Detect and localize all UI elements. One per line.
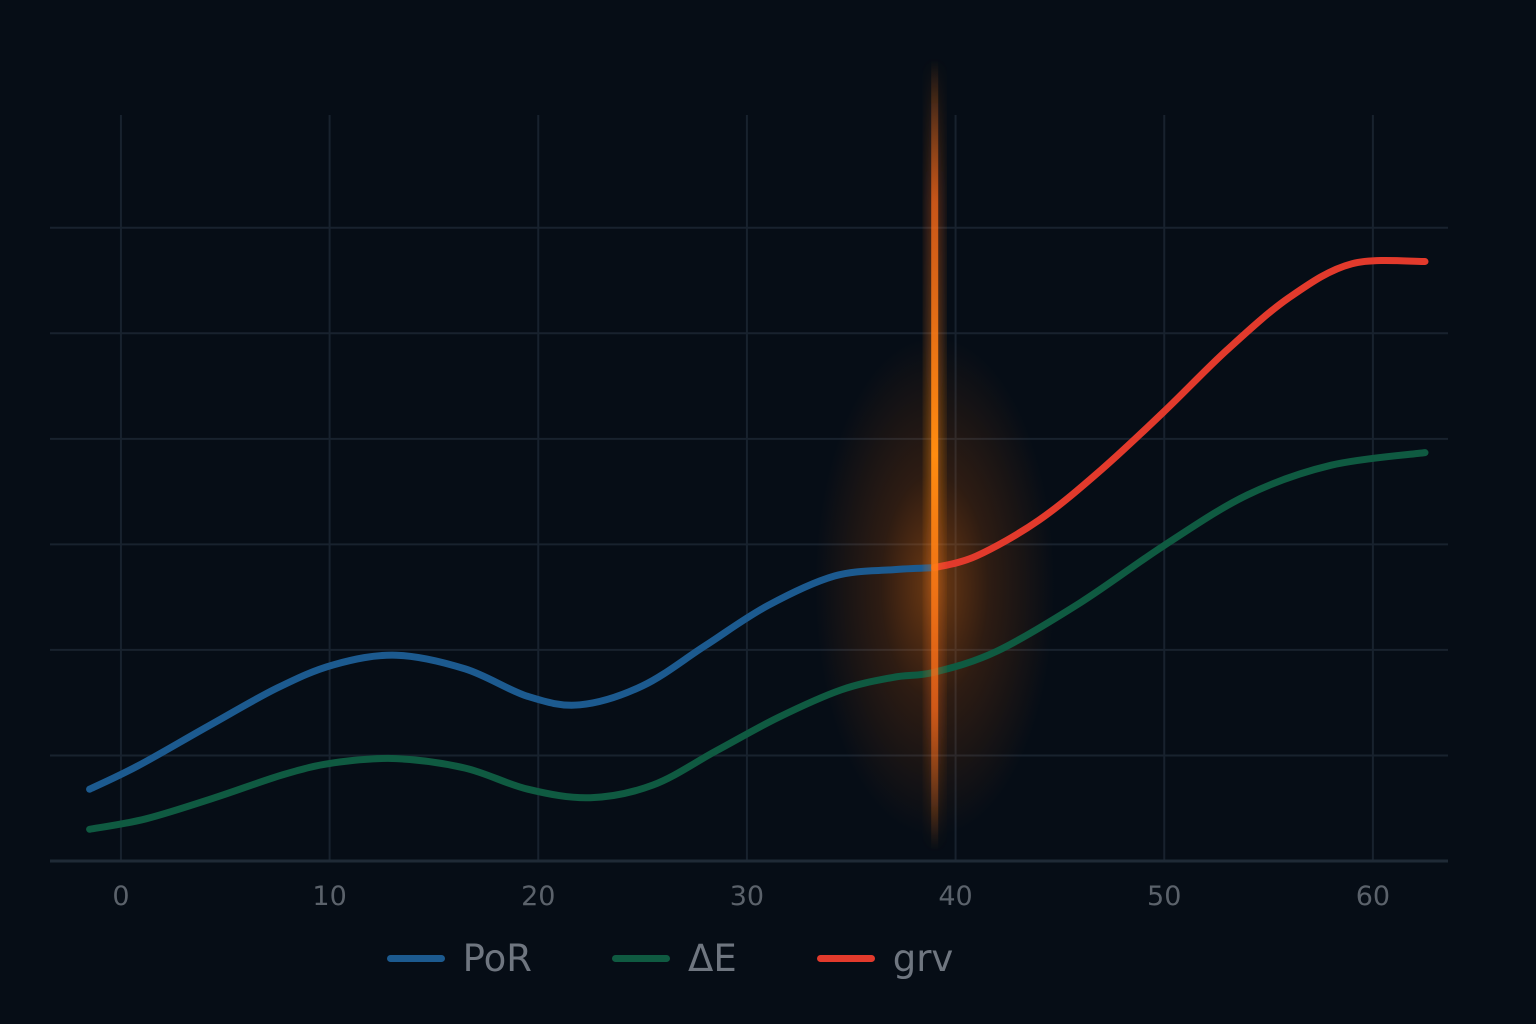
series-line-grv	[931, 256, 1429, 572]
highlight-cursor-line[interactable]	[931, 60, 939, 850]
legend-item-por[interactable]: PoR	[386, 936, 533, 980]
series-line-e	[86, 449, 1429, 833]
legend-label-delta-e: ΔE	[688, 936, 737, 980]
x-tick-label: 40	[938, 881, 972, 912]
legend-item-delta-e[interactable]: ΔE	[612, 940, 737, 977]
x-tick-label: 20	[521, 881, 555, 912]
x-axis-ticks: 0 10 20 30 40 50 60	[112, 881, 1390, 912]
legend-item-grv[interactable]: grv	[816, 936, 954, 980]
highlight-cursor-layer	[928, 60, 941, 850]
legend-swatch-grv	[816, 954, 875, 962]
legend: PoR ΔE grv	[0, 930, 1340, 986]
legend-swatch-por	[386, 954, 445, 962]
series-line-por	[86, 564, 939, 793]
x-tick-label: 50	[1147, 881, 1181, 912]
grid	[50, 115, 1448, 863]
legend-swatch-delta-e	[612, 954, 671, 962]
series-lines	[86, 256, 1429, 833]
x-tick-label: 60	[1356, 881, 1390, 912]
x-tick-label: 10	[312, 881, 346, 912]
x-tick-label: 0	[112, 881, 129, 912]
x-tick-label: 30	[730, 881, 764, 912]
legend-label-por: PoR	[462, 936, 533, 980]
legend-label-grv: grv	[892, 936, 954, 980]
